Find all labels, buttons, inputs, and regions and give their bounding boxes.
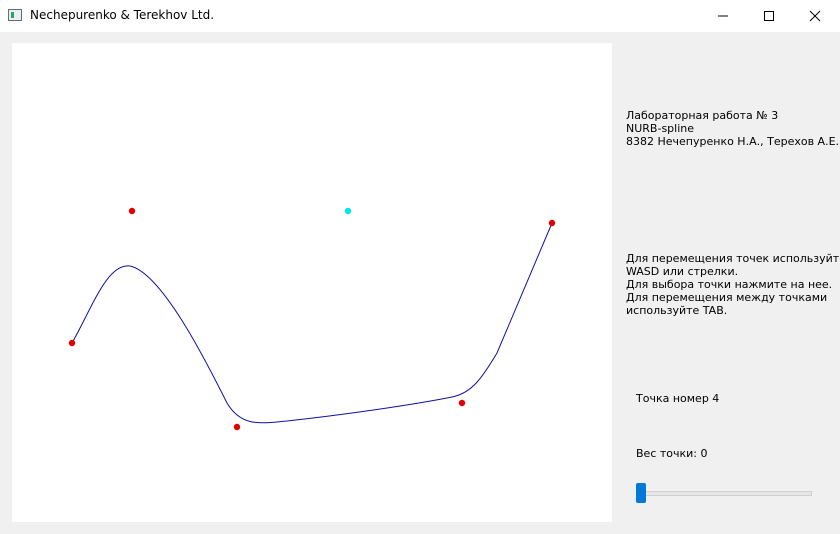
lab-authors: 8382 Нечепуренко Н.А., Терехов А.Е. <box>626 135 840 148</box>
help-line: WASD или стрелки. <box>626 265 739 278</box>
control-point-3[interactable] <box>233 423 241 431</box>
minimize-icon <box>718 15 728 17</box>
close-icon <box>809 10 821 22</box>
weight-slider[interactable] <box>636 483 812 503</box>
title-bar[interactable]: Nechepurenko & Terekhov Ltd. <box>0 0 840 32</box>
lab-title: Лабораторная работа № 3 <box>626 109 779 122</box>
control-point-1[interactable] <box>68 339 76 347</box>
lab-subtitle: NURB-spline <box>626 122 695 135</box>
help-line: Для перемещения между точками <box>626 291 828 304</box>
window-title: Nechepurenko & Terekhov Ltd. <box>30 8 215 22</box>
minimize-button[interactable] <box>700 0 746 32</box>
help-line: Для выбора точки нажмите на нее. <box>626 278 833 291</box>
weight-slider-thumb[interactable] <box>636 483 646 503</box>
control-point-6[interactable] <box>548 219 556 227</box>
point-number-label: Точка номер 4 <box>636 392 720 405</box>
nurbs-curve <box>71 222 553 424</box>
lab-info: Лабораторная работа № 3 NURB-spline 8382… <box>626 109 839 148</box>
maximize-icon <box>764 11 774 21</box>
help-text: Для перемещения точек используйте WASD и… <box>626 252 840 317</box>
app-window-icon <box>8 9 22 21</box>
maximize-button[interactable] <box>746 0 792 32</box>
help-line: Для перемещения точек используйте <box>626 252 840 265</box>
weight-slider-track[interactable] <box>636 491 812 496</box>
control-point-5[interactable] <box>458 399 466 407</box>
point-weight-label: Вес точки: 0 <box>636 447 708 460</box>
control-point-4-selected[interactable] <box>344 207 352 215</box>
spline-canvas[interactable] <box>12 43 612 522</box>
control-point-2[interactable] <box>128 207 136 215</box>
help-line: используйте TAB. <box>626 304 728 317</box>
close-button[interactable] <box>792 0 838 32</box>
